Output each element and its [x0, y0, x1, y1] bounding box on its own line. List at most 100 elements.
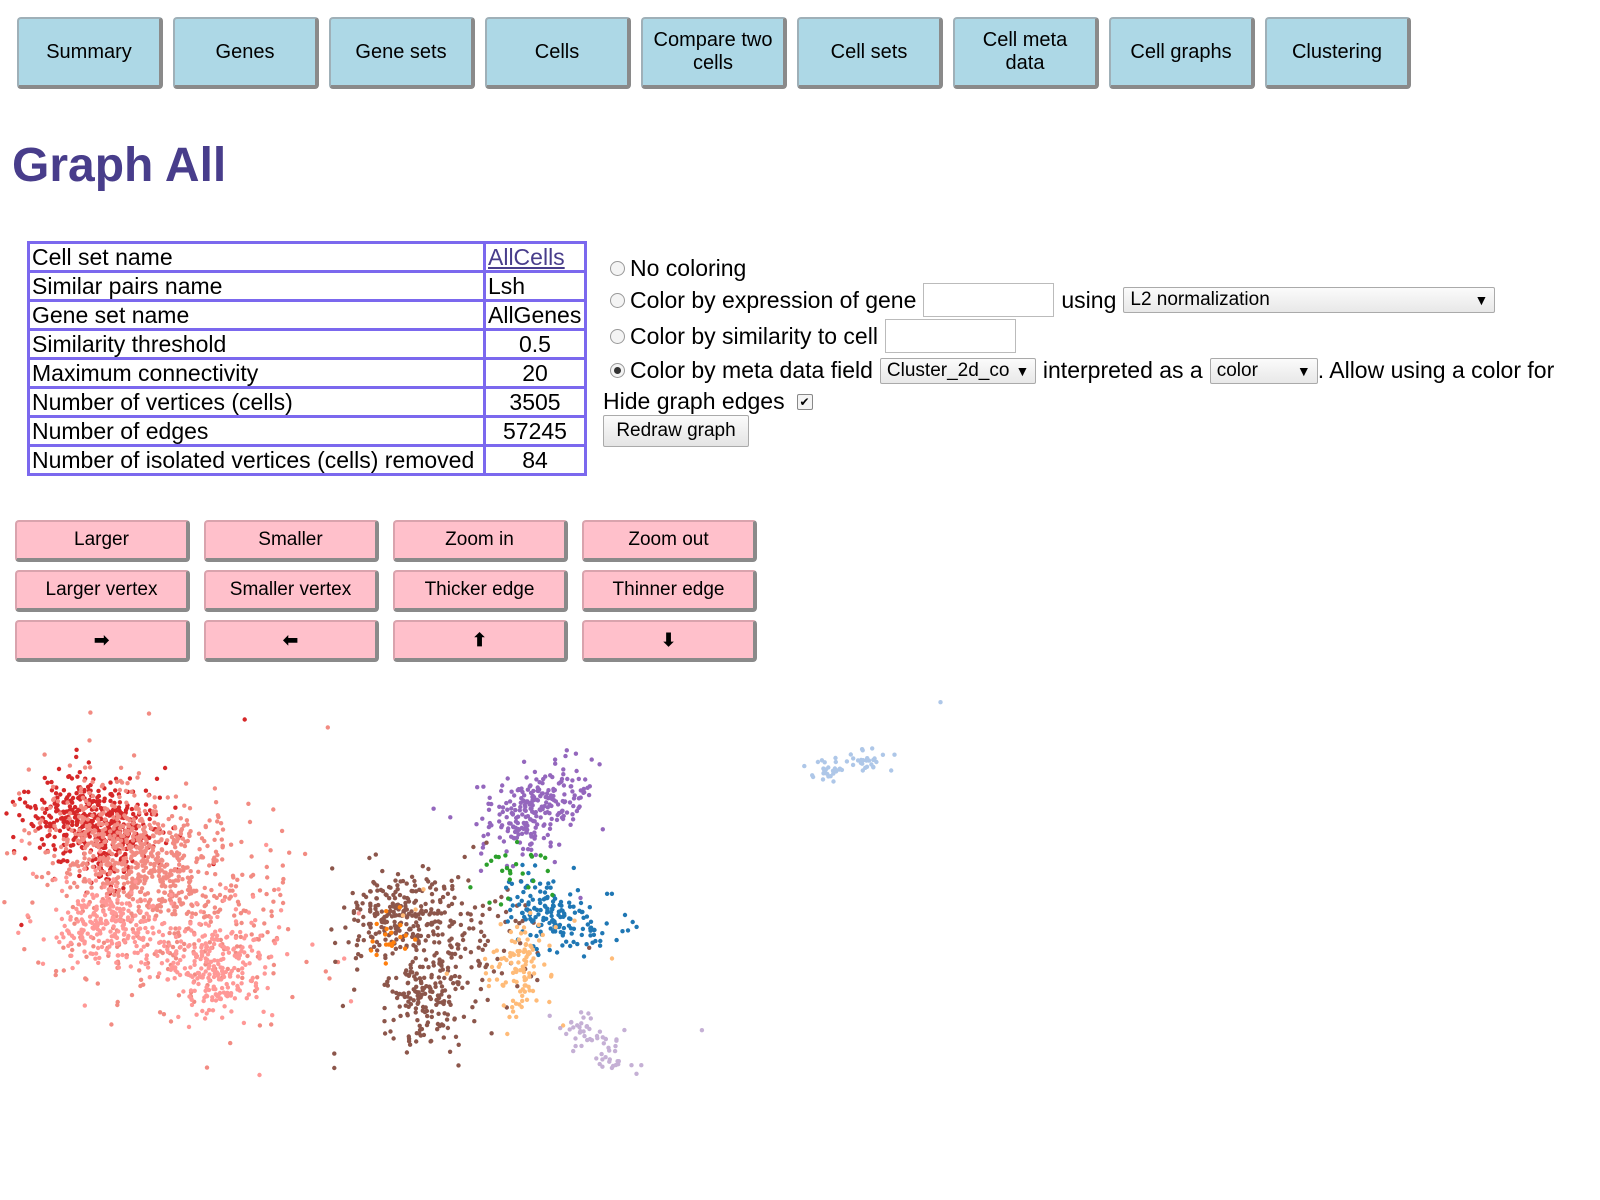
- cell-vertex[interactable]: [116, 893, 121, 899]
- cell-vertex[interactable]: [383, 932, 388, 937]
- cell-vertex[interactable]: [533, 810, 538, 815]
- cell-vertex[interactable]: [96, 938, 102, 944]
- cell-vertex[interactable]: [851, 756, 856, 761]
- cell-vertex[interactable]: [4, 811, 9, 816]
- cell-vertex[interactable]: [204, 1011, 209, 1016]
- cell-vertex[interactable]: [548, 793, 554, 798]
- cell-vertex[interactable]: [236, 967, 241, 973]
- cell-vertex[interactable]: [379, 924, 384, 930]
- cell-vertex[interactable]: [536, 922, 541, 927]
- cell-vertex[interactable]: [519, 1004, 524, 1010]
- cell-vertex[interactable]: [129, 865, 134, 870]
- cell-vertex[interactable]: [460, 985, 465, 990]
- cell-vertex[interactable]: [416, 990, 421, 995]
- cell-vertex[interactable]: [191, 980, 196, 985]
- cell-vertex[interactable]: [165, 795, 170, 800]
- cell-vertex[interactable]: [440, 989, 445, 994]
- cell-vertex[interactable]: [213, 800, 219, 805]
- cell-vertex[interactable]: [107, 871, 112, 877]
- cell-vertex[interactable]: [361, 914, 366, 920]
- cell-vertex[interactable]: [438, 920, 443, 925]
- cell-vertex[interactable]: [538, 900, 543, 906]
- cell-vertex[interactable]: [141, 944, 146, 949]
- cell-vertex[interactable]: [126, 845, 132, 851]
- cell-vertex[interactable]: [65, 820, 70, 825]
- zoom-out-button[interactable]: Zoom out: [582, 520, 757, 562]
- cell-vertex[interactable]: [503, 853, 508, 858]
- cell-vertex[interactable]: [543, 896, 548, 901]
- cell-vertex[interactable]: [385, 979, 390, 984]
- cell-vertex[interactable]: [528, 790, 534, 796]
- cell-vertex[interactable]: [68, 914, 73, 920]
- cell-vertex[interactable]: [542, 962, 547, 967]
- cell-vertex[interactable]: [550, 929, 556, 934]
- cell-vertex[interactable]: [379, 909, 384, 914]
- cell-vertex[interactable]: [75, 899, 81, 904]
- cell-vertex[interactable]: [264, 891, 269, 897]
- cell-vertex[interactable]: [548, 822, 553, 827]
- cell-vertex[interactable]: [108, 829, 113, 834]
- cell-vertex[interactable]: [20, 818, 25, 823]
- cell-vertex[interactable]: [119, 833, 124, 838]
- cell-vertex[interactable]: [391, 1036, 396, 1041]
- cell-vertex[interactable]: [225, 934, 230, 939]
- cell-vertex[interactable]: [482, 933, 487, 939]
- cell-vertex[interactable]: [530, 897, 535, 902]
- cell-vertex[interactable]: [515, 814, 521, 819]
- cell-vertex[interactable]: [436, 995, 442, 1001]
- cell-vertex[interactable]: [65, 859, 70, 864]
- cell-vertex[interactable]: [77, 873, 82, 879]
- cell-name-input[interactable]: [884, 319, 1016, 353]
- cell-vertex[interactable]: [512, 829, 518, 835]
- cell-vertex[interactable]: [74, 754, 79, 760]
- cell-vertex[interactable]: [462, 854, 467, 860]
- cell-vertex[interactable]: [19, 922, 24, 928]
- cell-vertex[interactable]: [577, 1025, 582, 1030]
- cell-vertex[interactable]: [395, 872, 401, 877]
- cell-vertex[interactable]: [581, 954, 587, 959]
- cell-vertex[interactable]: [129, 789, 134, 794]
- cell-vertex[interactable]: [287, 850, 292, 855]
- cell-vertex[interactable]: [200, 975, 205, 980]
- cell-vertex[interactable]: [213, 872, 218, 877]
- cell-vertex[interactable]: [161, 939, 167, 945]
- cell-vertex[interactable]: [412, 900, 417, 905]
- cell-vertex[interactable]: [241, 1020, 247, 1026]
- cell-vertex[interactable]: [531, 964, 536, 969]
- cell-vertex[interactable]: [432, 880, 438, 885]
- cell-vertex[interactable]: [203, 988, 208, 993]
- cell-vertex[interactable]: [441, 884, 447, 889]
- cell-vertex[interactable]: [545, 868, 550, 874]
- cell-vertex[interactable]: [512, 940, 518, 945]
- cell-vertex[interactable]: [391, 909, 396, 915]
- cell-vertex[interactable]: [504, 865, 510, 871]
- cell-vertex[interactable]: [609, 1065, 615, 1071]
- cell-vertex[interactable]: [340, 1003, 346, 1009]
- cell-vertex[interactable]: [554, 950, 560, 955]
- cell-vertex[interactable]: [138, 948, 144, 953]
- cell-vertex[interactable]: [384, 926, 389, 932]
- cell-vertex[interactable]: [391, 940, 396, 945]
- cell-vertex[interactable]: [516, 826, 521, 832]
- cell-vertex[interactable]: [810, 774, 816, 780]
- cell-vertex[interactable]: [437, 940, 442, 945]
- cell-vertex[interactable]: [534, 933, 539, 939]
- cell-vertex[interactable]: [373, 931, 378, 936]
- cell-vertex[interactable]: [179, 902, 184, 907]
- cell-vertex[interactable]: [543, 855, 548, 860]
- cell-vertex[interactable]: [156, 873, 162, 879]
- cell-vertex[interactable]: [157, 949, 163, 954]
- cell-vertex[interactable]: [478, 986, 484, 992]
- cell-vertex[interactable]: [96, 845, 101, 850]
- cell-vertex[interactable]: [99, 944, 105, 950]
- cell-vertex[interactable]: [400, 878, 406, 884]
- cell-vertex[interactable]: [578, 1029, 583, 1034]
- cell-vertex[interactable]: [90, 925, 95, 930]
- cell-vertex[interactable]: [452, 895, 457, 900]
- thicker-edge-button[interactable]: Thicker edge: [393, 570, 568, 612]
- cell-vertex[interactable]: [435, 925, 440, 930]
- cell-vertex[interactable]: [142, 824, 147, 830]
- cell-vertex[interactable]: [517, 921, 522, 926]
- cell-vertex[interactable]: [423, 957, 429, 962]
- cell-vertex[interactable]: [180, 877, 185, 882]
